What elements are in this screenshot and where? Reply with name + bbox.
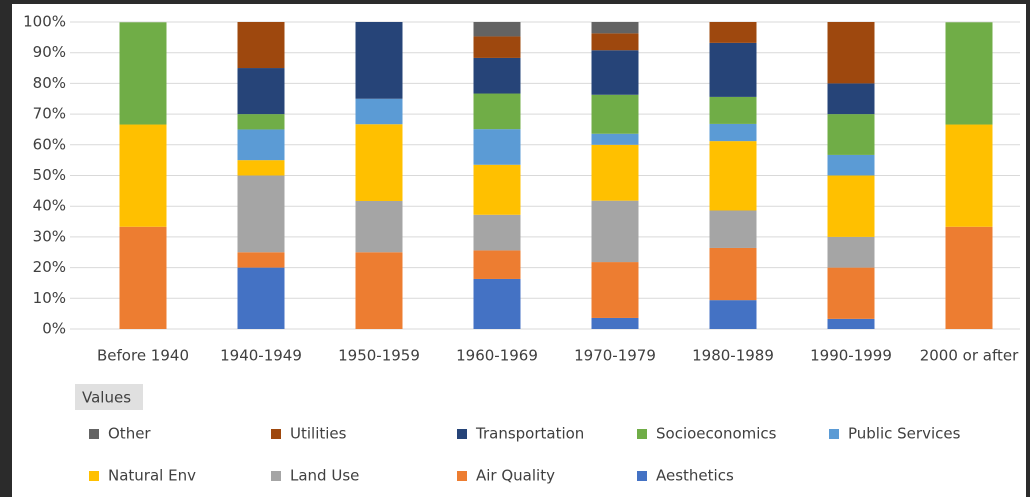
bar-segment [827, 318, 875, 329]
bar-segment [827, 267, 875, 319]
legend-label: Public Services [848, 425, 961, 443]
bar-segment [473, 57, 521, 94]
y-tick-label: 40% [33, 197, 66, 215]
y-tick-label: 0% [42, 320, 66, 338]
y-tick-label: 60% [33, 135, 66, 153]
bar-segment [355, 252, 403, 329]
bar-segment [473, 129, 521, 165]
legend-swatch [637, 429, 647, 439]
legend-label: Aesthetics [656, 467, 734, 485]
legend-label: Land Use [290, 467, 359, 485]
y-tick-label: 30% [33, 227, 66, 245]
bar-segment [709, 210, 757, 248]
y-tick-label: 100% [23, 13, 66, 31]
bar-segment [355, 22, 403, 99]
bar-segment [709, 123, 757, 142]
bar-segment [945, 226, 993, 329]
bar-segment [709, 42, 757, 97]
bar-segment [591, 94, 639, 134]
legend-label: Natural Env [108, 467, 196, 485]
x-tick-label: 2000 or after [920, 347, 1019, 365]
bar-segment [945, 22, 993, 125]
bar-segment [827, 114, 875, 155]
bar-segment [827, 175, 875, 237]
bar-segment [119, 226, 167, 329]
bar-segment [237, 22, 285, 69]
x-tick-label: 1990-1999 [810, 347, 892, 365]
bar-segment [591, 144, 639, 201]
x-tick-label: 1970-1979 [574, 347, 656, 365]
legend-label: Transportation [475, 425, 584, 443]
legend-swatch [89, 471, 99, 481]
legend-label: Socioeconomics [656, 425, 777, 443]
bar-segment [591, 317, 639, 329]
legend-swatch [89, 429, 99, 439]
bar-segment [473, 214, 521, 251]
field-button[interactable]: Values [82, 389, 131, 407]
y-tick-label: 10% [33, 289, 66, 307]
bar-segment [119, 22, 167, 125]
bar-segment [591, 22, 639, 34]
bar-segment [591, 262, 639, 318]
bar-segment [591, 133, 639, 145]
bar-segment [709, 247, 757, 301]
bar-segment [709, 96, 757, 124]
x-tick-label: 1980-1989 [692, 347, 774, 365]
x-tick-label: Before 1940 [97, 347, 189, 365]
legend-label: Air Quality [476, 467, 555, 485]
bar-segment [237, 114, 285, 130]
legend-label: Other [108, 425, 151, 443]
x-tick-label: 1940-1949 [220, 347, 302, 365]
bar-segment [827, 154, 875, 176]
bar-segment [237, 267, 285, 329]
y-tick-label: 90% [33, 43, 66, 61]
legend-swatch [271, 429, 281, 439]
legend-swatch [457, 471, 467, 481]
bar-segment [591, 200, 639, 263]
bar-segment [473, 36, 521, 58]
bar-segment [827, 236, 875, 268]
legend-swatch [271, 471, 281, 481]
bar-segment [945, 124, 993, 227]
bar-segment [237, 160, 285, 176]
bar-segment [237, 175, 285, 253]
bar-segment [591, 50, 639, 95]
bar-segment [237, 129, 285, 161]
bar-segment [473, 93, 521, 130]
x-tick-label: 1960-1969 [456, 347, 538, 365]
y-tick-label: 20% [33, 258, 66, 276]
y-tick-label: 50% [33, 166, 66, 184]
bar-segment [709, 22, 757, 43]
bar-segment [237, 252, 285, 268]
bar-segment [355, 98, 403, 125]
y-tick-label: 80% [33, 74, 66, 92]
legend-swatch [637, 471, 647, 481]
bar-segment [355, 200, 403, 253]
bar-segment [473, 22, 521, 37]
bar-segment [355, 124, 403, 201]
bar-segment [709, 141, 757, 211]
x-tick-label: 1950-1959 [338, 347, 420, 365]
bar-segment [827, 83, 875, 115]
bar-segment [473, 250, 521, 279]
legend-label: Utilities [290, 425, 347, 443]
bar-segment [827, 22, 875, 84]
legend-swatch [829, 429, 839, 439]
bar-segment [473, 164, 521, 215]
y-tick-label: 70% [33, 105, 66, 123]
legend-swatch [457, 429, 467, 439]
bar-segment [709, 300, 757, 329]
field-button-bg[interactable] [75, 384, 143, 410]
bar-segment [473, 278, 521, 329]
bar-segment [119, 124, 167, 227]
bar-segment [591, 33, 639, 51]
bar-segment [237, 68, 285, 115]
